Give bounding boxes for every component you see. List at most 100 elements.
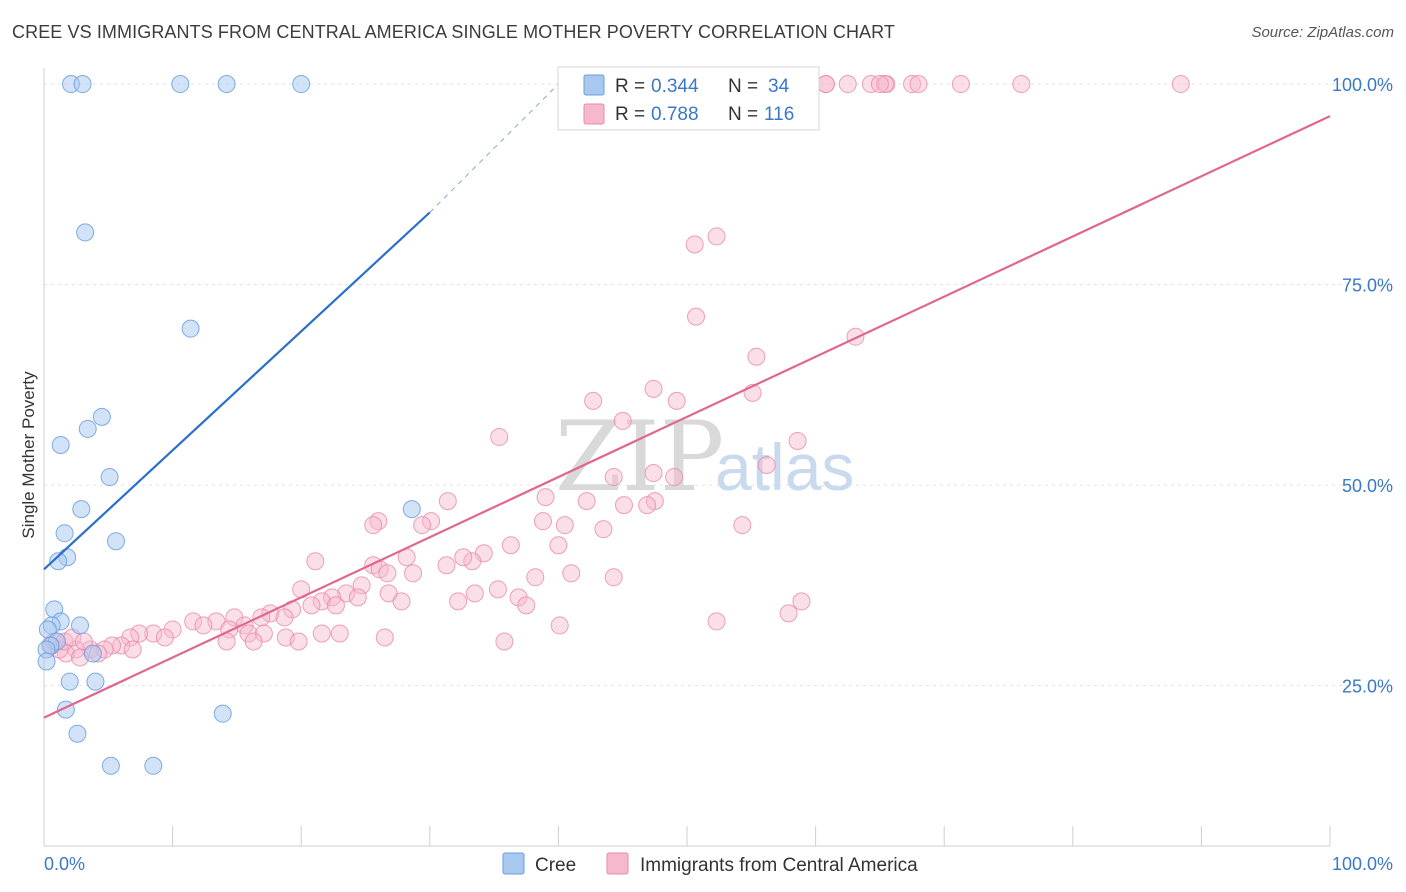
legend-n-label: N = [728, 104, 758, 125]
bottom-legend-label-immigrants: Immigrants from Central America [640, 855, 918, 876]
legend-n-value-immigrants: 116 [764, 104, 794, 125]
point-immigrants [644, 464, 663, 483]
legend-swatch-cree [583, 74, 605, 96]
point-cree [55, 524, 74, 543]
point-cree [86, 672, 105, 691]
point-cree [101, 756, 120, 775]
point-immigrants [613, 411, 632, 430]
point-immigrants [404, 564, 423, 583]
series-cree-points [37, 75, 421, 775]
watermark-zip: ZIP [555, 401, 724, 513]
point-cree [51, 435, 70, 454]
axes [43, 68, 1331, 847]
point-immigrants [130, 624, 149, 643]
point-immigrants [275, 608, 294, 627]
point-immigrants [501, 536, 520, 555]
point-immigrants [244, 632, 263, 651]
point-immigrants [685, 235, 704, 254]
point-immigrants [555, 516, 574, 535]
point-immigrants [364, 516, 383, 535]
point-immigrants [422, 512, 441, 531]
point-immigrants [348, 588, 367, 607]
point-immigrants [1171, 75, 1190, 94]
y-tick-labels: 25.0% 50.0% 75.0% 100.0% [1332, 75, 1393, 697]
point-immigrants [747, 347, 766, 366]
point-immigrants [289, 632, 308, 651]
point-immigrants [577, 492, 596, 511]
legend-n-value-cree: 34 [768, 76, 790, 97]
point-immigrants [155, 628, 174, 647]
point-immigrants [549, 536, 568, 555]
correlation-legend: R = 0.344 N = 34 R = 0.788 N = 116 [557, 66, 820, 131]
point-immigrants [454, 548, 473, 567]
bottom-legend-swatch-cree [502, 852, 525, 875]
point-cree [144, 756, 163, 775]
point-cree [171, 75, 190, 94]
point-immigrants [816, 75, 835, 94]
point-immigrants [123, 640, 142, 659]
point-immigrants [526, 568, 545, 587]
trend-line-immigrants [43, 115, 1331, 719]
y-axis-label: Single Mother Poverty [19, 371, 38, 539]
point-immigrants [352, 576, 371, 595]
trend-line-cree [43, 211, 431, 571]
legend-swatch-immigrants [583, 103, 605, 125]
point-immigrants [667, 391, 686, 410]
point-immigrants [792, 592, 811, 611]
point-cree [181, 319, 200, 338]
point-immigrants [488, 580, 507, 599]
point-immigrants [330, 624, 349, 643]
trend-lines [43, 83, 1331, 719]
point-cree [83, 644, 102, 663]
point-immigrants [951, 75, 970, 94]
point-cree [76, 223, 95, 242]
point-immigrants [463, 552, 482, 571]
point-immigrants [788, 431, 807, 450]
point-immigrants [379, 584, 398, 603]
point-immigrants [757, 456, 776, 475]
bottom-legend-label-cree: Cree [535, 855, 576, 876]
point-immigrants [638, 496, 657, 515]
point-immigrants [438, 492, 457, 511]
point-immigrants [604, 468, 623, 487]
point-immigrants [562, 564, 581, 583]
y-tick-label: 25.0% [1342, 677, 1393, 697]
point-immigrants [465, 584, 484, 603]
point-immigrants [665, 468, 684, 487]
y-tick-label: 75.0% [1342, 276, 1393, 296]
point-immigrants [536, 488, 555, 507]
point-cree [71, 616, 90, 635]
legend-n-label: N = [728, 76, 758, 97]
point-immigrants [707, 612, 726, 631]
point-immigrants [312, 592, 331, 611]
watermark-atlas: atlas [715, 430, 854, 504]
point-immigrants [779, 604, 798, 623]
legend-r-label: R = [615, 76, 645, 97]
point-immigrants [733, 516, 752, 535]
point-immigrants [870, 75, 889, 94]
point-immigrants [594, 520, 613, 539]
point-cree [292, 75, 311, 94]
point-cree [107, 532, 126, 551]
point-cree [60, 672, 79, 691]
chart-title: CREE VS IMMIGRANTS FROM CENTRAL AMERICA … [12, 22, 896, 42]
point-immigrants [707, 227, 726, 246]
bottom-legend-swatch-immigrants [606, 852, 629, 875]
point-immigrants [838, 75, 857, 94]
legend-r-value-immigrants: 0.788 [651, 104, 699, 125]
point-immigrants [687, 307, 706, 326]
legend-r-label: R = [615, 104, 645, 125]
point-immigrants [326, 596, 345, 615]
y-tick-label: 100.0% [1332, 75, 1393, 95]
point-immigrants [378, 564, 397, 583]
point-immigrants [1012, 75, 1031, 94]
point-immigrants [437, 556, 456, 575]
point-immigrants [517, 596, 536, 615]
source-credit: Source: ZipAtlas.com [1251, 24, 1394, 41]
point-immigrants [909, 75, 928, 94]
point-immigrants [302, 596, 321, 615]
point-immigrants [584, 391, 603, 410]
point-immigrants [861, 75, 880, 94]
series-immigrants-points [42, 75, 1190, 667]
